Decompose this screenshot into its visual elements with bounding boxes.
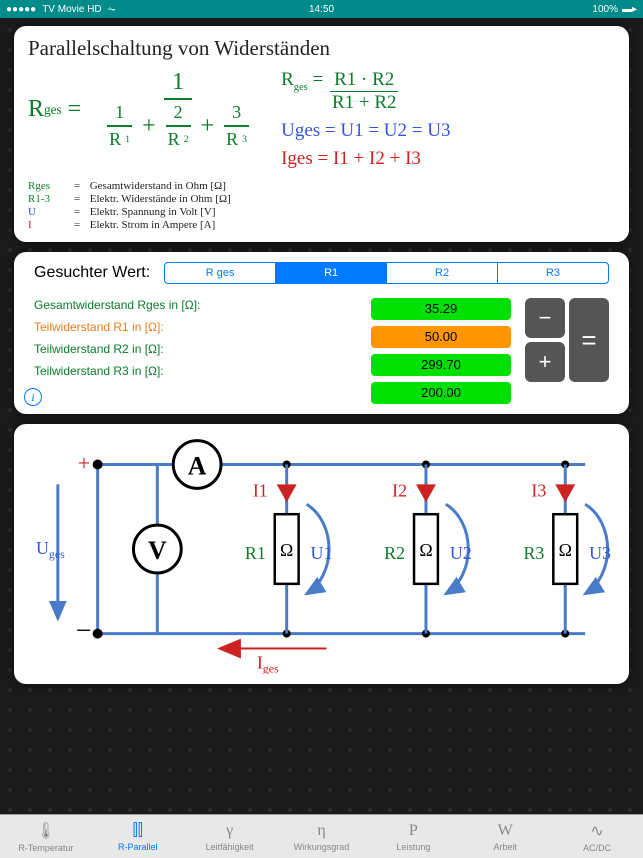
legend-symbol: R1-3 [28,193,70,205]
signal-icon: ●●●●● [6,4,36,15]
value-field-3[interactable]: 200.00 [371,382,511,404]
svg-text:R2: R2 [384,543,405,563]
tab-bar: 🌡 R-Temperatur ⫿⫿ R-Parallel γ Leitfähigkeit η… [0,814,643,858]
segment-r2[interactable]: R2 [387,263,498,283]
calculator-card: Gesuchter Wert: R gesR1R2R3 Gesamtwiders… [14,252,629,414]
tab-icon: P [409,822,418,840]
formula-i: Iges = I1 + I2 + I3 [281,148,450,170]
tab-icon: 🌡 [36,821,56,841]
tab-label: Leitfähigkeit [206,842,254,852]
segment-r1[interactable]: R1 [276,263,387,283]
clock-label: 14:50 [309,4,334,15]
value-label-1: Teilwiderstand R1 in [Ω]: [34,320,357,334]
value-label-0: Gesamtwiderstand Rges in [Ω]: [34,298,357,312]
svg-text:Ω: Ω [280,540,293,560]
tab-icon: η [317,822,325,840]
tab-label: R-Temperatur [18,843,73,853]
tab-icon: ⫿⫿ [133,822,143,840]
svg-text:U3: U3 [589,543,611,563]
search-label: Gesuchter Wert: [34,264,150,282]
svg-text:Ω: Ω [559,540,572,560]
wifi-icon: ⏦ [108,4,116,15]
page-title: Parallelschaltung von Widerständen [28,36,615,61]
tab-label: R-Parallel [118,842,158,852]
segment-r3[interactable]: R3 [498,263,608,283]
segment-control[interactable]: R gesR1R2R3 [164,262,609,284]
svg-text:−: − [76,616,92,647]
legend: Rges= Gesamtwiderstand in Ohm [Ω]R1-3= E… [28,180,615,231]
legend-desc: Elektr. Strom in Ampere [A] [84,219,215,231]
info-icon[interactable]: i [24,388,42,406]
svg-text:I2: I2 [392,480,407,500]
formula-r2: Rges = R1 · R2R1 + R2 [281,69,450,114]
legend-symbol: I [28,219,70,231]
segment-rges[interactable]: R ges [165,263,276,283]
formula-card: Parallelschaltung von Widerständen Rges … [14,26,629,242]
battery-icon: ▬▸ [622,4,637,15]
legend-desc: Elektr. Spannung in Volt [V] [84,206,215,218]
tab-leistung[interactable]: P Leistung [367,815,459,858]
svg-text:A: A [188,451,207,480]
tab-r-temperatur[interactable]: 🌡 R-Temperatur [0,815,92,858]
svg-text:R3: R3 [523,543,544,563]
svg-text:V: V [148,536,167,565]
tab-label: Wirkungsgrad [294,842,350,852]
formula-u: Uges = U1 = U2 = U3 [281,120,450,142]
carrier-label: TV Movie HD [42,4,101,15]
svg-text:+: + [78,451,90,475]
value-label-2: Teilwiderstand R2 in [Ω]: [34,342,357,356]
tab-label: AC/DC [583,843,611,853]
keypad: − = + [525,298,609,404]
svg-text:U1: U1 [311,543,333,563]
plus-button[interactable]: + [525,342,565,382]
value-field-2[interactable]: 299.70 [371,354,511,376]
tab-icon: W [498,822,513,840]
status-bar: ●●●●● TV Movie HD ⏦ 14:50 100% ▬▸ [0,0,643,18]
equals-button[interactable]: = [569,298,609,382]
tab-ac/dc[interactable]: ∿ AC/DC [551,815,643,858]
legend-desc: Gesamtwiderstand in Ohm [Ω] [84,180,226,192]
circuit-card: A V + − Uges I1 Ω R1 U1 I2 Ω R2 U2 [14,424,629,684]
tab-arbeit[interactable]: W Arbeit [459,815,551,858]
svg-text:Iges: Iges [257,652,279,674]
tab-wirkungsgrad[interactable]: η Wirkungsgrad [276,815,368,858]
svg-text:I3: I3 [531,480,546,500]
value-field-0[interactable]: 35.29 [371,298,511,320]
tab-label: Arbeit [493,842,517,852]
minus-button[interactable]: − [525,298,565,338]
tab-icon: γ [226,822,233,840]
tab-label: Leistung [396,842,430,852]
svg-text:Uges: Uges [36,538,65,561]
svg-text:U2: U2 [450,543,472,563]
svg-text:R1: R1 [245,543,266,563]
legend-symbol: Rges [28,180,70,192]
circuit-diagram: A V + − Uges I1 Ω R1 U1 I2 Ω R2 U2 [28,434,615,674]
tab-leitfähigkeit[interactable]: γ Leitfähigkeit [184,815,276,858]
legend-desc: Elektr. Widerstände in Ohm [Ω] [84,193,231,205]
legend-symbol: U [28,206,70,218]
tab-r-parallel[interactable]: ⫿⫿ R-Parallel [92,815,184,858]
tab-icon: ∿ [590,821,603,841]
svg-text:Ω: Ω [419,540,432,560]
battery-label: 100% [592,4,618,15]
value-field-1[interactable]: 50.00 [371,326,511,348]
svg-text:I1: I1 [253,480,268,500]
main-formula: Rges = 1 1R1 + 2R2 + 3R3 [28,69,263,150]
value-label-3: Teilwiderstand R3 in [Ω]: [34,364,357,378]
